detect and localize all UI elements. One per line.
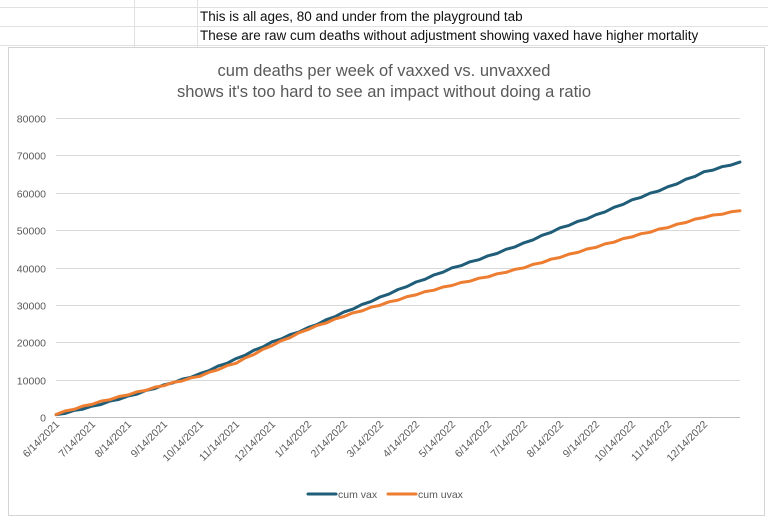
x-tick-label: 2/14/2022 — [309, 419, 351, 461]
y-tick-label: 60000 — [17, 189, 46, 201]
sheet-note-2[interactable]: These are raw cum deaths without adjustm… — [200, 28, 699, 43]
x-tick-label: 3/14/2022 — [345, 419, 387, 461]
x-tick-label: 7/14/2021 — [57, 419, 99, 461]
y-tick-label: 0 — [40, 413, 46, 425]
series-line-cum-uvax[interactable] — [54, 209, 742, 416]
x-tick-label: 1/14/2022 — [273, 419, 315, 461]
x-tick-label: 5/14/2022 — [417, 419, 459, 461]
chart-frame[interactable] — [8, 47, 765, 516]
legend-label: cum uvax — [418, 489, 464, 501]
y-tick-label: 40000 — [17, 264, 46, 276]
y-tick-label: 10000 — [17, 376, 46, 388]
y-tick-label: 30000 — [17, 301, 46, 313]
y-tick-label: 70000 — [17, 151, 46, 163]
series-line-cum-vax[interactable] — [54, 160, 742, 417]
y-tick-label: 80000 — [17, 114, 46, 126]
chart-subtitle: shows it's too hard to see an impact wit… — [176, 83, 592, 101]
x-tick-label: 7/14/2022 — [489, 419, 531, 461]
x-tick-label: 8/14/2021 — [93, 419, 135, 461]
x-tick-label: 6/14/2022 — [453, 419, 495, 461]
y-tick-label: 20000 — [17, 338, 46, 350]
x-tick-label: 6/14/2021 — [21, 419, 63, 461]
y-tick-label: 50000 — [17, 226, 46, 238]
x-tick-label: 4/14/2022 — [381, 419, 423, 461]
x-tick-label: 8/14/2022 — [525, 419, 567, 461]
chart-title: cum deaths per week of vaxxed vs. unvaxx… — [217, 62, 551, 80]
sheet-note-1[interactable]: This is all ages, 80 and under from the … — [200, 9, 523, 24]
legend-label: cum vax — [338, 489, 378, 501]
